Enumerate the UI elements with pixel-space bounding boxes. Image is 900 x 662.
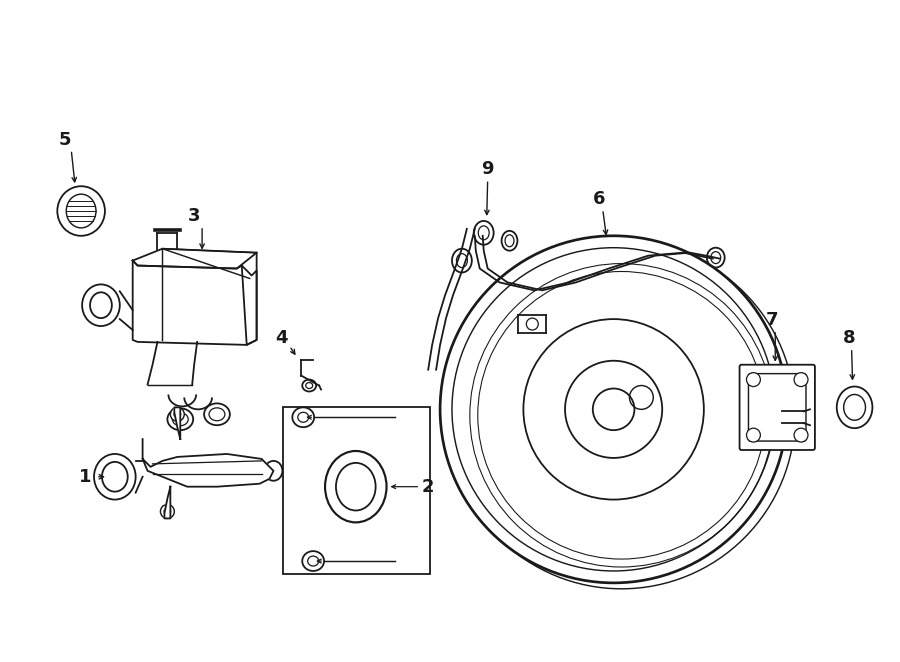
Circle shape [170, 407, 184, 421]
Ellipse shape [837, 387, 872, 428]
Text: 4: 4 [275, 329, 288, 347]
Ellipse shape [58, 186, 105, 236]
Circle shape [746, 373, 760, 387]
Circle shape [794, 428, 808, 442]
Polygon shape [165, 487, 170, 518]
Ellipse shape [82, 285, 120, 326]
Circle shape [593, 389, 634, 430]
Ellipse shape [325, 451, 386, 522]
Text: 7: 7 [766, 311, 778, 329]
FancyBboxPatch shape [740, 365, 814, 450]
Ellipse shape [473, 221, 493, 245]
Bar [284, 407, 430, 574]
Ellipse shape [302, 379, 316, 391]
Ellipse shape [94, 454, 136, 500]
Circle shape [440, 236, 788, 583]
Polygon shape [242, 253, 256, 345]
Ellipse shape [302, 551, 324, 571]
Polygon shape [132, 261, 256, 345]
Text: 8: 8 [843, 329, 856, 347]
Ellipse shape [204, 403, 230, 425]
Polygon shape [132, 249, 256, 269]
Ellipse shape [706, 248, 724, 267]
Circle shape [526, 318, 538, 330]
Ellipse shape [265, 461, 283, 481]
Circle shape [160, 504, 175, 518]
Text: 3: 3 [188, 207, 201, 225]
Ellipse shape [452, 249, 472, 273]
Circle shape [746, 428, 760, 442]
Polygon shape [175, 407, 180, 439]
Text: 6: 6 [592, 190, 605, 208]
FancyBboxPatch shape [749, 373, 806, 441]
Text: 2: 2 [422, 478, 435, 496]
Ellipse shape [292, 407, 314, 427]
Ellipse shape [501, 231, 518, 251]
Text: 5: 5 [59, 130, 71, 149]
Text: 9: 9 [482, 160, 494, 178]
Circle shape [794, 373, 808, 387]
Polygon shape [142, 439, 274, 487]
Ellipse shape [167, 408, 194, 430]
Text: 1: 1 [79, 468, 91, 486]
